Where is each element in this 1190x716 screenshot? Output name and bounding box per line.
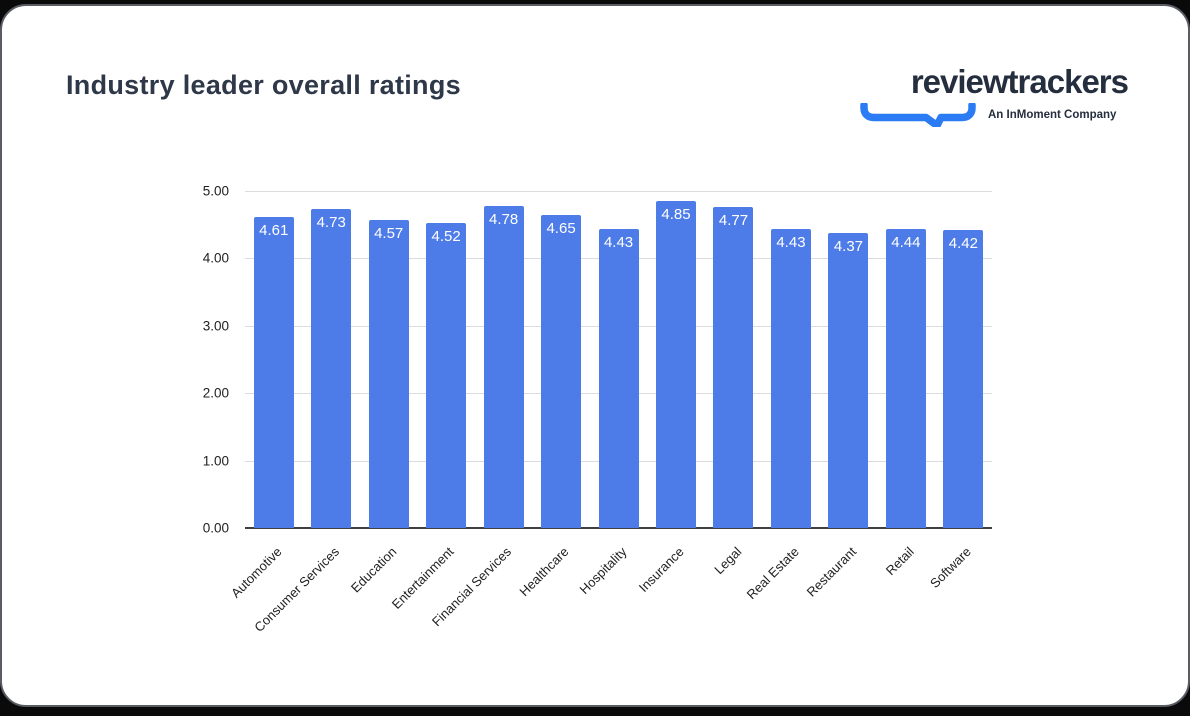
bar-slot: 4.78 bbox=[475, 191, 532, 528]
bar-slot: 4.52 bbox=[417, 191, 474, 528]
bar-value-label: 4.65 bbox=[546, 219, 576, 237]
bar-education: 4.57 bbox=[368, 219, 409, 528]
speech-bubble-icon bbox=[860, 101, 976, 132]
bar-series: 4.61 4.73 4.57 4.52 4.78 4.65 4.43 4.85 4.77 4.43… bbox=[245, 191, 992, 528]
bar-value-label: 4.42 bbox=[948, 235, 978, 253]
x-axis-label-slot: Hospitality bbox=[576, 530, 647, 670]
bar-slot: 4.77 bbox=[705, 191, 762, 528]
x-axis-label-slot: Real Estate bbox=[743, 530, 819, 670]
y-axis-tick-label: 5.00 bbox=[202, 183, 229, 199]
bar-insurance: 4.85 bbox=[656, 201, 697, 528]
bar-value-label: 4.44 bbox=[891, 233, 921, 251]
bar-slot: 4.85 bbox=[647, 191, 704, 528]
bar-value-label: 4.43 bbox=[776, 234, 806, 252]
plot-area: 4.61 4.73 4.57 4.52 4.78 4.65 4.43 4.85 4.77 4.43… bbox=[245, 191, 992, 529]
x-axis-label: Automotive bbox=[227, 544, 285, 601]
bar-real-estate: 4.43 bbox=[770, 229, 811, 528]
y-axis-tick-label: 0.00 bbox=[202, 520, 229, 536]
bar-entertainment: 4.52 bbox=[426, 223, 467, 528]
logo-subrow: An InMoment Company bbox=[860, 101, 1128, 132]
bar-value-label: 4.52 bbox=[431, 228, 461, 246]
y-axis: 0.00 1.00 2.00 3.00 4.00 5.00 bbox=[142, 184, 237, 536]
bar-slot: 4.42 bbox=[935, 191, 992, 528]
x-axis-label-slot: Financial Services bbox=[429, 530, 532, 670]
x-axis-label: Legal bbox=[710, 544, 745, 578]
bar-slot: 4.61 bbox=[245, 191, 302, 528]
y-axis-tick-label: 2.00 bbox=[202, 385, 229, 401]
bar-hospitality: 4.43 bbox=[598, 229, 639, 528]
bar-automotive: 4.61 bbox=[253, 217, 294, 528]
chart-card: Industry leader overall ratings reviewtr… bbox=[0, 4, 1190, 707]
x-axis-label-slot: Retail bbox=[877, 530, 934, 670]
bar-slot: 4.44 bbox=[877, 191, 934, 528]
bar-slot: 4.43 bbox=[590, 191, 647, 528]
bar-restaurant: 4.37 bbox=[828, 233, 869, 528]
bar-value-label: 4.77 bbox=[718, 211, 749, 229]
bar-value-label: 4.61 bbox=[259, 222, 289, 240]
gridline bbox=[245, 191, 992, 192]
x-axis-label-slot: Restaurant bbox=[803, 530, 877, 670]
logo-wordmark: reviewtrackers bbox=[910, 63, 1129, 100]
bar-retail: 4.44 bbox=[885, 228, 926, 528]
y-axis-tick-label: 4.00 bbox=[202, 250, 229, 266]
y-axis-tick-label: 3.00 bbox=[202, 318, 229, 334]
x-axis-label-slot: Healthcare bbox=[517, 530, 589, 670]
bar-software: 4.42 bbox=[943, 230, 984, 528]
x-axis-label: Retail bbox=[882, 544, 917, 579]
bar-slot: 4.65 bbox=[532, 191, 589, 528]
bar-consumer-services: 4.73 bbox=[311, 209, 352, 528]
bar-value-label: 4.57 bbox=[374, 224, 404, 242]
bar-slot: 4.73 bbox=[302, 191, 359, 528]
page-title: Industry leader overall ratings bbox=[66, 70, 461, 100]
x-axis-label-slot: Insurance bbox=[636, 530, 704, 670]
logo-tagline: An InMoment Company bbox=[988, 109, 1117, 122]
bar-value-label: 4.85 bbox=[661, 206, 691, 224]
bar-value-label: 4.73 bbox=[316, 214, 346, 232]
x-axis-baseline bbox=[245, 527, 992, 529]
reviewtrackers-logo: reviewtrackers An InMoment Company bbox=[860, 63, 1129, 132]
bar-financial-services: 4.78 bbox=[483, 205, 524, 528]
bar-slot: 4.57 bbox=[360, 191, 417, 528]
x-axis-label: Software bbox=[927, 544, 974, 591]
x-axis-label-slot: Software bbox=[927, 530, 992, 670]
bar-slot: 4.43 bbox=[762, 191, 819, 528]
bar-value-label: 4.43 bbox=[603, 234, 634, 252]
x-axis-label-slot: Consumer Services bbox=[251, 530, 359, 670]
bar-value-label: 4.78 bbox=[489, 210, 519, 228]
y-axis-tick-label: 1.00 bbox=[202, 453, 229, 469]
bar-legal: 4.77 bbox=[713, 206, 754, 528]
bar-slot: 4.37 bbox=[820, 191, 877, 528]
x-axis: Automotive Consumer Services Education Ente… bbox=[228, 530, 992, 670]
bar-healthcare: 4.65 bbox=[541, 214, 582, 528]
bar-value-label: 4.37 bbox=[833, 238, 864, 256]
